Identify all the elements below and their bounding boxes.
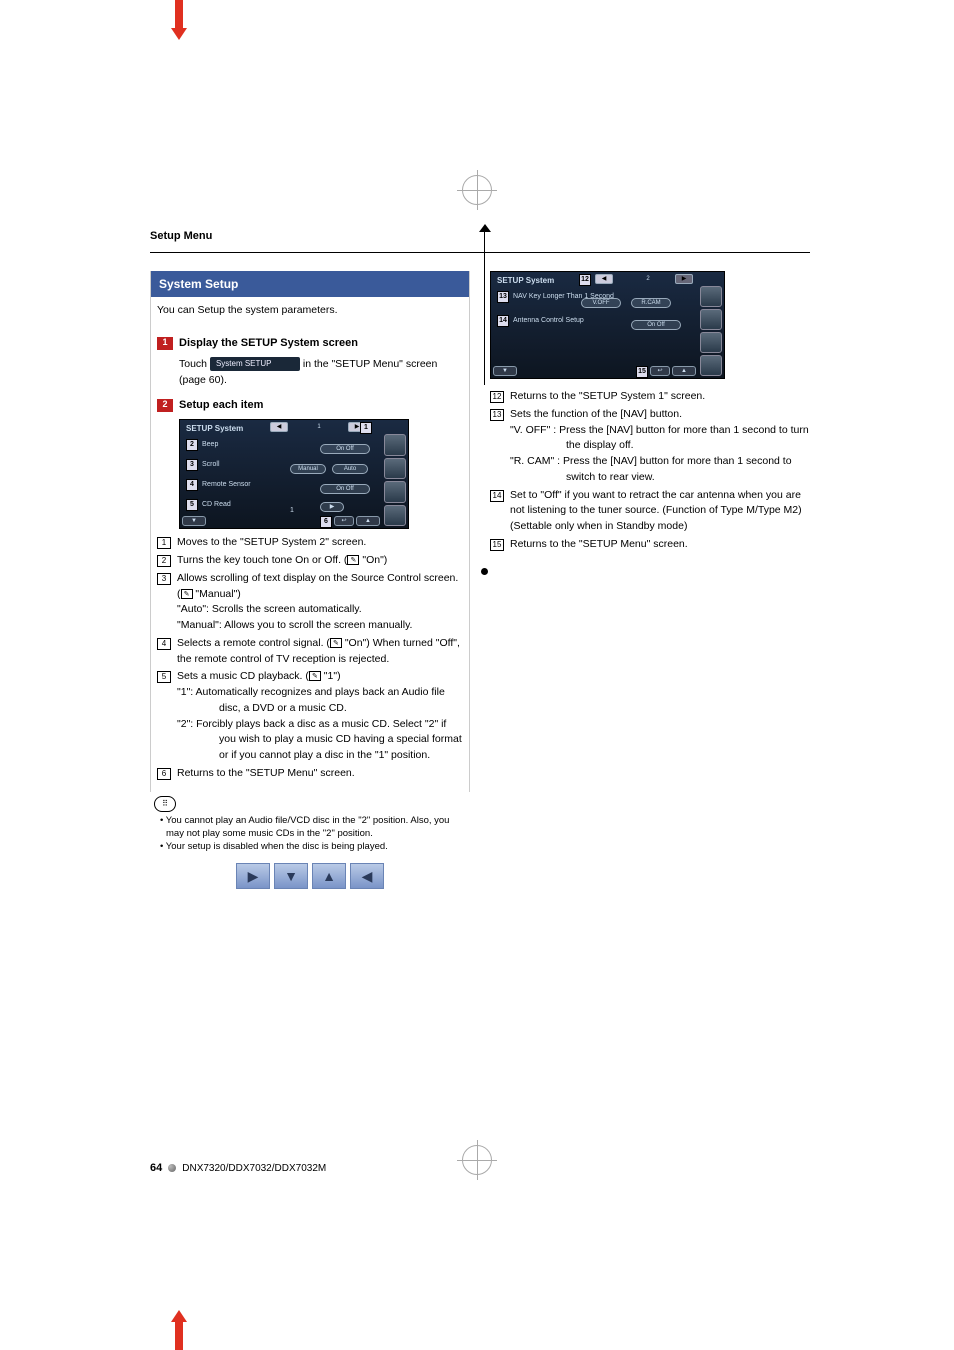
header-rule [150,252,810,253]
callout-number: 13 [490,409,504,421]
thumb-next-icon: ▶ [236,863,270,889]
callout-number: 14 [490,490,504,502]
callout-number: 6 [157,768,171,780]
page-content: Setup Menu System Setup You can Setup th… [150,230,810,889]
section-intro: You can Setup the system parameters. [151,303,469,327]
model-number: DNX7320/DDX7032/DDX7032M [182,1163,326,1174]
thumb-down-icon: ▼ [274,863,308,889]
page-footer: 64 DNX7320/DDX7032/DDX7032M [150,1162,326,1174]
ss-side-icon [384,458,406,480]
column-divider-arrow [484,230,485,385]
callout-item: 12Returns to the "SETUP System 1" screen… [490,389,810,405]
callout-number: 12 [490,391,504,403]
step-label-1: Display the SETUP System screen [179,335,358,352]
default-icon: ✎ [330,638,342,648]
screenshot-setup-system-1: SETUP System ◀ 1 ▶ 1 2Beep On Off 3Scrol… [179,419,409,529]
callout-number: 1 [157,537,171,549]
callout-number: 15 [490,539,504,551]
callout-number: 5 [157,671,171,683]
note-item: • You cannot play an Audio file/VCD disc… [166,814,466,841]
default-icon: ✎ [309,671,321,681]
callout-item: 1Moves to the "SETUP System 2" screen. [157,535,463,551]
thumb-up-icon: ▲ [312,863,346,889]
page-number: 64 [150,1162,162,1174]
note-icon: ⠿ [154,796,176,812]
step-1: 1 Display the SETUP System screen [151,333,469,354]
note-item: • Your setup is disabled when the disc i… [166,840,466,853]
callout-item: 14Set to "Off" if you want to retract th… [490,488,810,535]
default-icon: ✎ [181,589,193,599]
callout-item: 3Allows scrolling of text display on the… [157,571,463,634]
ss-side-icon [384,434,406,456]
step-number-1: 1 [157,337,173,350]
column-right: SETUP System 12 ◀ 2 ▶ 13NAV Key Longer T… [490,271,810,889]
default-icon: ✎ [347,555,359,565]
callout-number: 2 [157,555,171,567]
footer-dot-icon [168,1164,176,1172]
section-title: System Setup [151,271,469,297]
thumb-prev-icon: ◀ [350,863,384,889]
step-2: 2 Setup each item [151,395,469,416]
step-1-body: Touch System SETUP in the "SETUP Menu" s… [151,357,469,389]
callout-item: 13Sets the function of the [NAV] button.… [490,407,810,486]
step-number-2: 2 [157,399,173,412]
ss-side-icon [384,505,406,527]
callout-item: 15Returns to the "SETUP Menu" screen. [490,537,810,553]
callout-number: 4 [157,638,171,650]
system-setup-button: System SETUP [210,357,300,371]
callout-list-2: 12Returns to the "SETUP System 1" screen… [490,389,810,553]
callout-list-1: 1Moves to the "SETUP System 2" screen. 2T… [151,535,469,781]
continuation-dot [481,568,488,575]
crop-arrow-top [175,0,183,30]
callout-item: 2Turns the key touch tone On or Off. (✎ … [157,553,463,569]
nav-thumbs: ▶ ▼ ▲ ◀ [150,863,470,889]
callout-number: 3 [157,573,171,585]
callout-item: 6Returns to the "SETUP Menu" screen. [157,766,463,782]
callout-item: 4Selects a remote control signal. (✎ "On… [157,636,463,668]
screenshot-setup-system-2: SETUP System 12 ◀ 2 ▶ 13NAV Key Longer T… [490,271,725,379]
ss-side-icon [384,481,406,503]
column-left: System Setup You can Setup the system pa… [150,271,470,889]
notes-list: • You cannot play an Audio file/VCD disc… [150,814,470,854]
step-label-2: Setup each item [179,397,263,414]
crop-arrow-bottom [175,1320,183,1350]
callout-item: 5Sets a music CD playback. (✎ "1")"1": A… [157,669,463,764]
